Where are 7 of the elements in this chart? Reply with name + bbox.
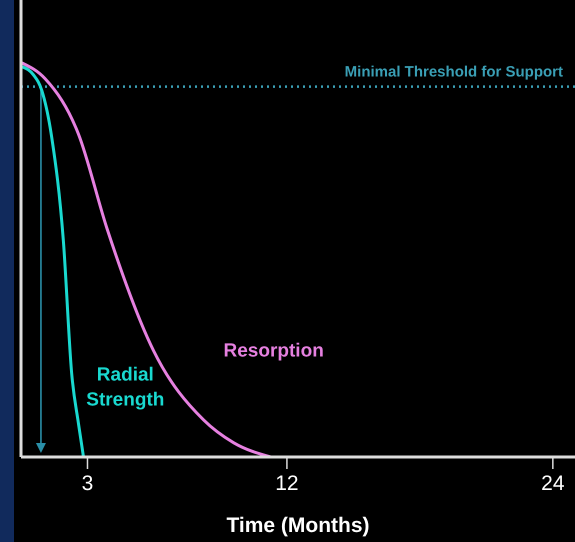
ref-line-label: Minimal Threshold for Support (344, 64, 564, 81)
x-axis-title: Time (Months) (226, 514, 370, 537)
x-tick-label: 3 (82, 472, 94, 495)
series-label: Radial Strength (86, 364, 164, 410)
x-tick-label: 12 (275, 472, 299, 495)
text: Resorption (224, 340, 324, 362)
x-tick-label: 24 (541, 472, 565, 495)
